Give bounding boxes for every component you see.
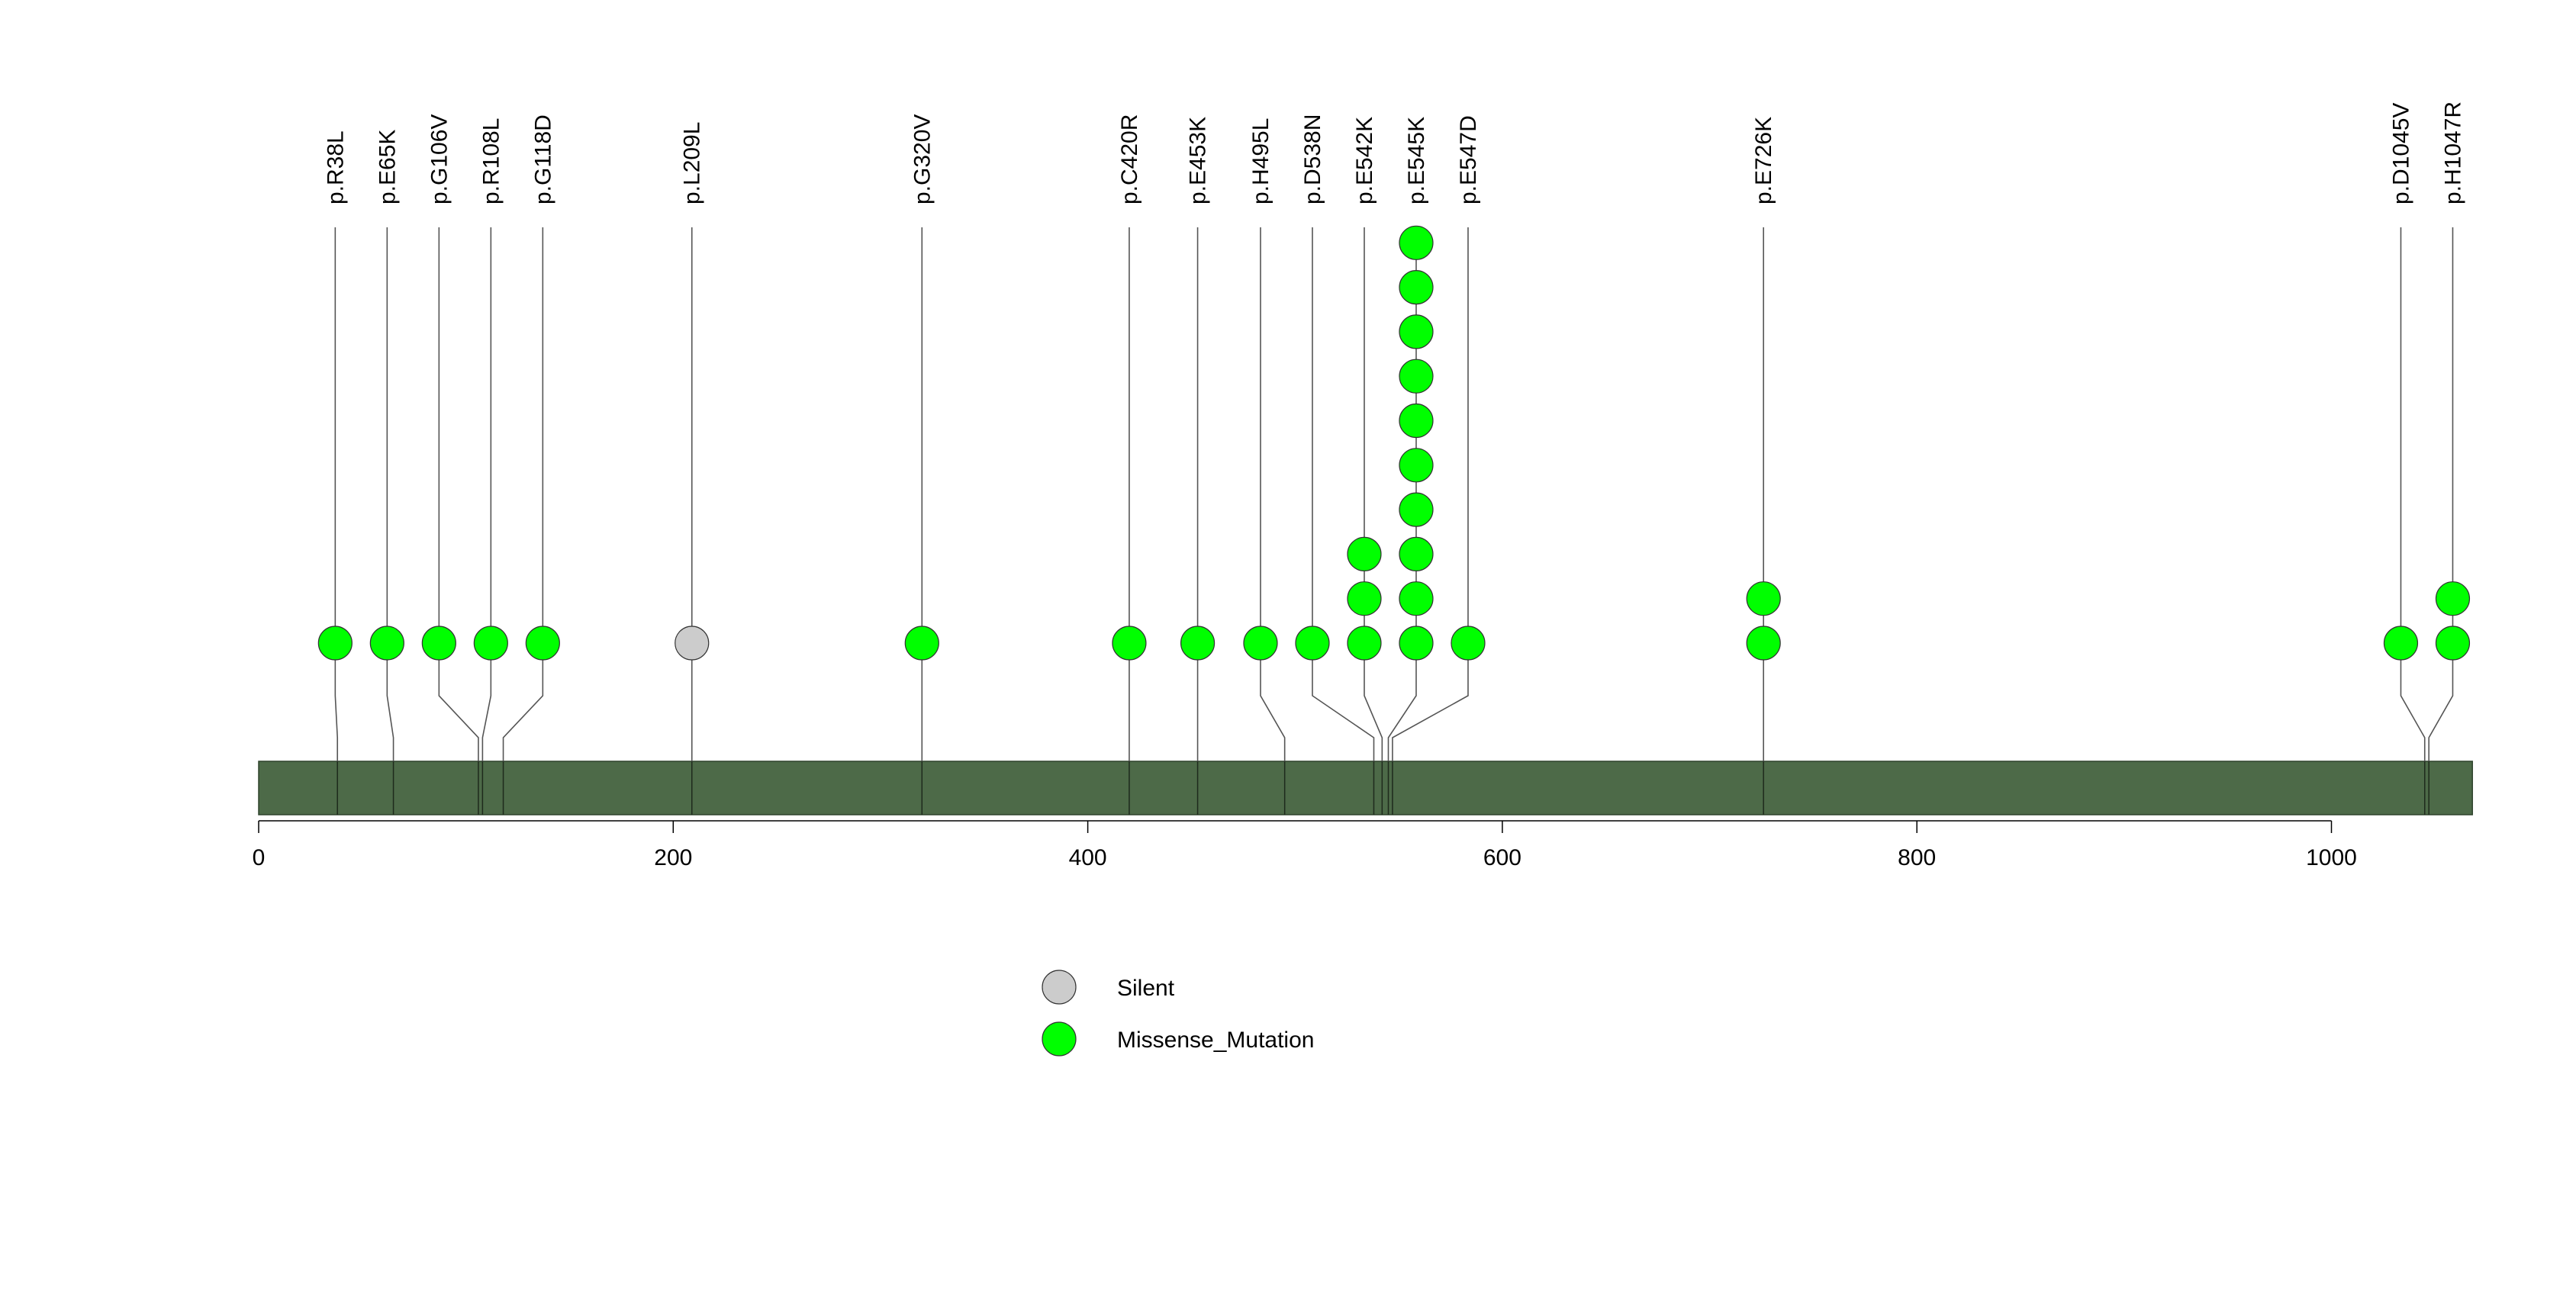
x-axis-tick-label: 200: [654, 845, 692, 870]
mutation-point: [1746, 581, 1781, 616]
mutation-label: p.D1045V: [2388, 103, 2413, 204]
mutation-point: [1112, 626, 1147, 661]
mutation-point: [1399, 536, 1434, 572]
mutation-point: [369, 626, 404, 661]
legend-label: Silent: [1117, 976, 1175, 1001]
mutation-label: p.E545K: [1404, 117, 1429, 204]
mutation-stem: [1260, 227, 1286, 761]
stems-layer: [334, 227, 2454, 761]
mutation-point: [1399, 626, 1434, 661]
legend-swatch: [1042, 1021, 1077, 1057]
mutation-point: [2435, 626, 2471, 661]
x-axis-tick-label: 0: [253, 845, 266, 870]
mutation-stem: [2400, 227, 2426, 761]
mutation-labels-layer: p.R38L p.E65K p.G106V p.R108L p.G118D p.L209L…: [323, 101, 2465, 204]
mutation-point: [1746, 626, 1781, 661]
mutation-point: [1399, 492, 1434, 527]
x-axis-tick-label: 1000: [2306, 845, 2357, 870]
mutation-point: [1180, 626, 1216, 661]
legend-label: Missense_Mutation: [1117, 1028, 1314, 1053]
mutation-point: [1295, 626, 1330, 661]
mutation-stem: [438, 227, 479, 761]
mutation-point: [1399, 448, 1434, 483]
mutation-stem: [386, 227, 394, 761]
mutation-label: p.E542K: [1352, 117, 1377, 204]
mutation-label: p.G320V: [910, 114, 935, 204]
legend: Silent Missense_Mutation: [1042, 970, 1314, 1057]
mutation-point: [675, 626, 710, 661]
mutation-stem: [1392, 227, 1469, 761]
x-axis-tick-label: 800: [1898, 845, 1936, 870]
mutation-point: [1243, 626, 1278, 661]
mutation-point: [1399, 581, 1434, 616]
mutation-point: [1451, 626, 1486, 661]
x-axis: 0 200 400 600 800 1000: [253, 820, 2357, 870]
mutation-label: p.D538N: [1300, 114, 1325, 204]
mutation-point: [1399, 403, 1434, 439]
mutation-point: [1399, 225, 1434, 260]
mutation-point: [1399, 359, 1434, 394]
mutation-point: [1347, 626, 1382, 661]
mutation-label: p.C420R: [1117, 114, 1142, 204]
mutation-point: [317, 626, 353, 661]
mutation-point: [421, 626, 456, 661]
mutation-label: p.G106V: [427, 114, 452, 204]
mutation-stem: [2428, 227, 2454, 761]
mutation-label: p.R108L: [478, 118, 504, 204]
mutation-label: p.E726K: [1751, 117, 1776, 204]
mutation-label: p.E65K: [375, 130, 400, 204]
mutation-label: p.E453K: [1186, 117, 1211, 204]
mutation-label: p.E547D: [1456, 115, 1481, 204]
mutation-stem: [334, 227, 339, 761]
mutation-point: [2383, 626, 2419, 661]
x-axis-tick-label: 600: [1483, 845, 1521, 870]
mutation-label: p.G118D: [530, 114, 555, 204]
mutation-label: p.H1047R: [2440, 101, 2465, 204]
mutation-point: [1347, 536, 1382, 572]
mutation-point: [473, 626, 508, 661]
mutation-label: p.L209L: [680, 122, 705, 204]
mutation-point: [2435, 581, 2471, 616]
mutation-points-layer: [317, 225, 2471, 661]
legend-swatch: [1042, 970, 1077, 1005]
protein-bar: [258, 761, 2473, 815]
mutation-stem: [1312, 227, 1375, 761]
mutation-point: [1347, 581, 1382, 616]
mutation-stem: [1364, 227, 1383, 761]
x-axis-tick-label: 400: [1069, 845, 1107, 870]
protein-layer: [258, 761, 2473, 815]
mutation-label: p.H495L: [1248, 118, 1274, 204]
mutation-point: [904, 626, 939, 661]
mutation-stem: [481, 227, 492, 761]
mutation-point: [525, 626, 560, 661]
mutation-label: p.R38L: [323, 130, 348, 204]
mutation-stem: [502, 227, 544, 761]
mutation-point: [1399, 314, 1434, 349]
mutation-point: [1399, 270, 1434, 305]
